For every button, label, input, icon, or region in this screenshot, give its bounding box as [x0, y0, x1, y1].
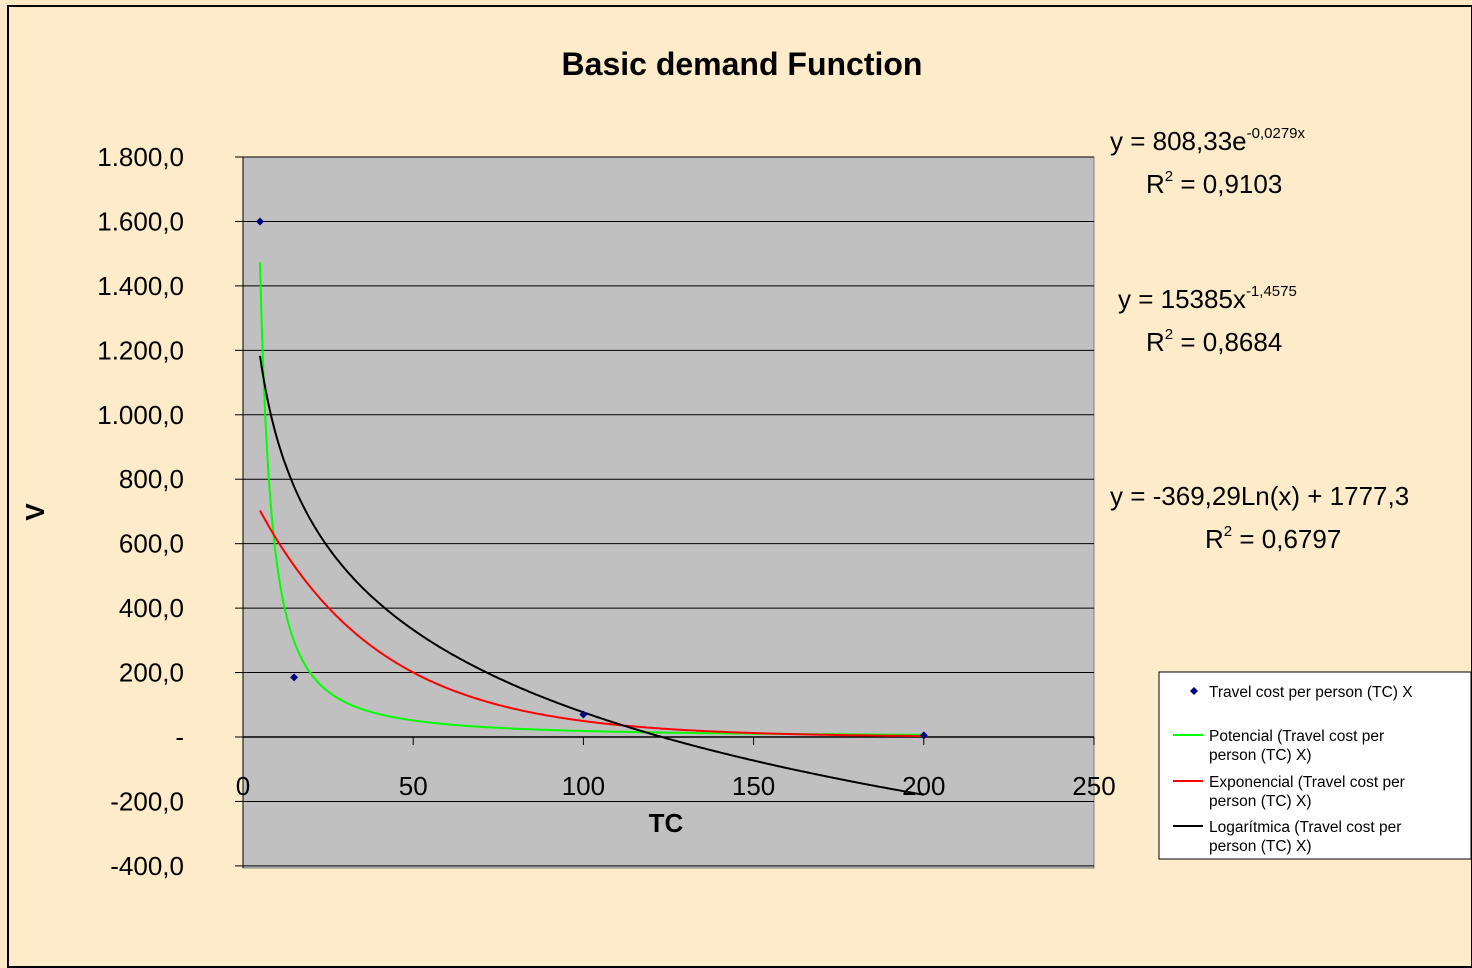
- r-squared-label: R2 = 0,6797: [1205, 523, 1341, 554]
- x-axis-ticks: 0 50 100 150 200 250: [236, 737, 1116, 801]
- trendline-exponential: [259, 510, 924, 737]
- trendline-log: [259, 355, 924, 796]
- data-point: [919, 731, 928, 740]
- y-tick-label: 1.400,0: [97, 271, 184, 301]
- trendline-equations: y = 808,33e-0,0279x R2 = 0,9103 y = 15385x…: [1110, 125, 1409, 554]
- legend-point-marker: [1190, 687, 1198, 695]
- y-tick-label: -: [175, 722, 184, 752]
- trendline-equation: y = 15385x-1,4575: [1118, 283, 1297, 314]
- x-tick-label: 50: [399, 771, 428, 801]
- r-squared-label: R2 = 0,9103: [1146, 168, 1282, 199]
- legend-box: [1158, 671, 1472, 860]
- x-tick-label: 200: [902, 771, 945, 801]
- legend-label: Exponencial (Travel cost per: [1209, 774, 1405, 791]
- y-tick-label: 1.000,0: [97, 400, 184, 430]
- x-tick-label: 0: [236, 771, 250, 801]
- y-axis-ticks: -400,0-200,0-200,0400,0600,0800,01.000,0…: [97, 142, 243, 881]
- legend-label-cont: person (TC) X): [1209, 838, 1312, 855]
- legend-label: Logarítmica (Travel cost per: [1209, 819, 1401, 836]
- y-tick-label: 400,0: [119, 593, 184, 623]
- y-axis-label: V: [20, 503, 50, 521]
- plot-background: [242, 156, 1095, 869]
- data-point: [290, 673, 299, 682]
- trendline-equation: y = -369,29Ln(x) + 1777,3: [1110, 481, 1409, 511]
- r-squared-label: R2 = 0,8684: [1146, 326, 1282, 357]
- legend-label-cont: person (TC) X): [1209, 747, 1312, 764]
- y-tick-label: 1.200,0: [97, 335, 184, 365]
- y-tick-label: 200,0: [119, 658, 184, 688]
- y-tick-label: 600,0: [119, 529, 184, 559]
- plot-area: [242, 156, 1095, 869]
- y-tick-label: 1.800,0: [97, 142, 184, 172]
- x-axis-label: TC: [649, 808, 684, 838]
- y-tick-label: -400,0: [110, 851, 184, 881]
- chart-title: Basic demand Function: [562, 46, 923, 82]
- y-tick-label: 1.600,0: [97, 206, 184, 236]
- data-point: [579, 710, 588, 719]
- legend-label: Travel cost per person (TC) X: [1209, 684, 1413, 701]
- trendline-equation: y = 808,33e-0,0279x: [1110, 125, 1305, 156]
- x-tick-label: 150: [732, 771, 775, 801]
- legend-label: Potencial (Travel cost per: [1209, 728, 1384, 745]
- x-tick-label: 100: [562, 771, 605, 801]
- y-tick-label: -200,0: [110, 786, 184, 816]
- legend: Travel cost per person (TC) X Potencial (…: [1158, 671, 1472, 860]
- data-point: [256, 217, 265, 226]
- legend-label-cont: person (TC) X): [1209, 793, 1312, 810]
- x-tick-label: 250: [1072, 771, 1115, 801]
- y-tick-label: 800,0: [119, 464, 184, 494]
